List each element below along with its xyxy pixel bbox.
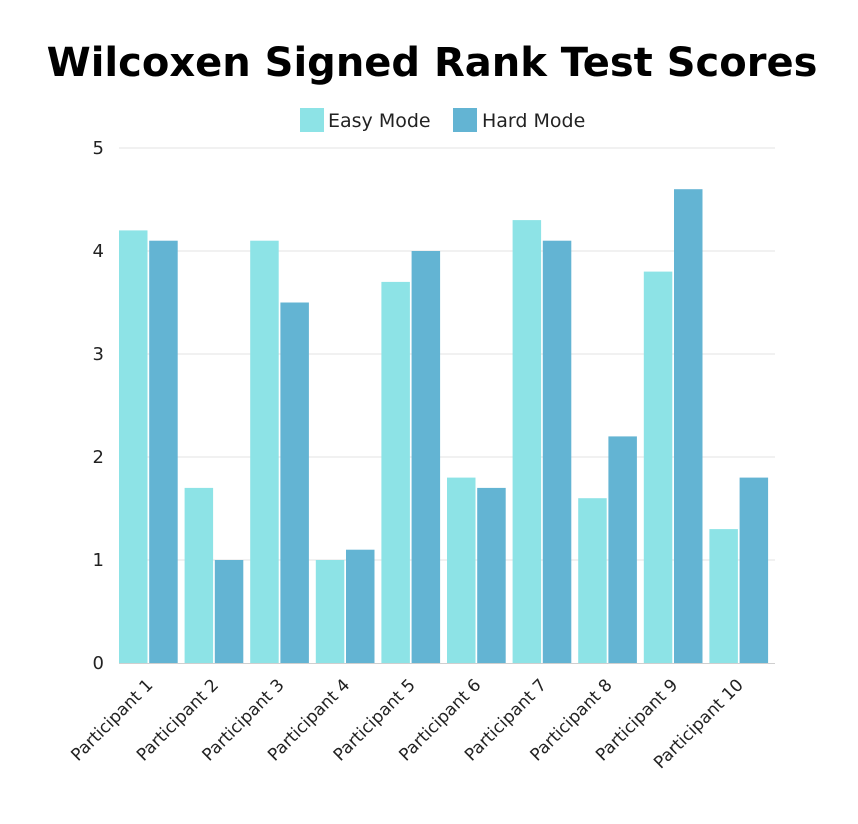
- bar-hard-6: [477, 487, 506, 663]
- bar-hard-3: [280, 302, 309, 663]
- bar-hard-8: [608, 436, 637, 663]
- bar-easy-7: [512, 220, 542, 663]
- y-tick-label: 3: [93, 344, 104, 365]
- bar-hard-7: [542, 240, 572, 663]
- bar-hard-4: [346, 549, 375, 663]
- y-tick-label: 5: [93, 138, 104, 159]
- bar-hard-5: [411, 251, 441, 663]
- bar-easy-2: [184, 487, 214, 663]
- y-axis: 0 1 2 3 4 5: [93, 138, 104, 674]
- y-tick-label: 2: [93, 447, 104, 468]
- bar-easy-3: [250, 240, 279, 663]
- bar-easy-5: [381, 281, 410, 663]
- bar-easy-8: [578, 498, 607, 663]
- bar-hard-2: [214, 560, 244, 663]
- bar-easy-4: [315, 560, 345, 663]
- bar-easy-6: [447, 477, 476, 663]
- bar-easy-9: [643, 271, 673, 663]
- legend: Easy Mode Hard Mode: [300, 108, 585, 132]
- bar-hard-10: [739, 477, 769, 663]
- legend-swatch-1: [300, 108, 324, 132]
- bar-hard-1: [149, 240, 178, 663]
- legend-label-2: Hard Mode: [482, 110, 585, 132]
- legend-swatch-2: [453, 108, 477, 132]
- bar-hard-9: [674, 189, 703, 663]
- bars: [119, 189, 769, 663]
- bar-easy-1: [119, 230, 148, 663]
- bar-easy-10: [709, 529, 738, 663]
- legend-label-1: Easy Mode: [328, 110, 431, 132]
- chart-title: Wilcoxen Signed Rank Test Scores: [47, 40, 818, 86]
- y-tick-label: 0: [93, 653, 104, 674]
- y-tick-label: 4: [93, 241, 104, 262]
- y-tick-label: 1: [93, 550, 104, 571]
